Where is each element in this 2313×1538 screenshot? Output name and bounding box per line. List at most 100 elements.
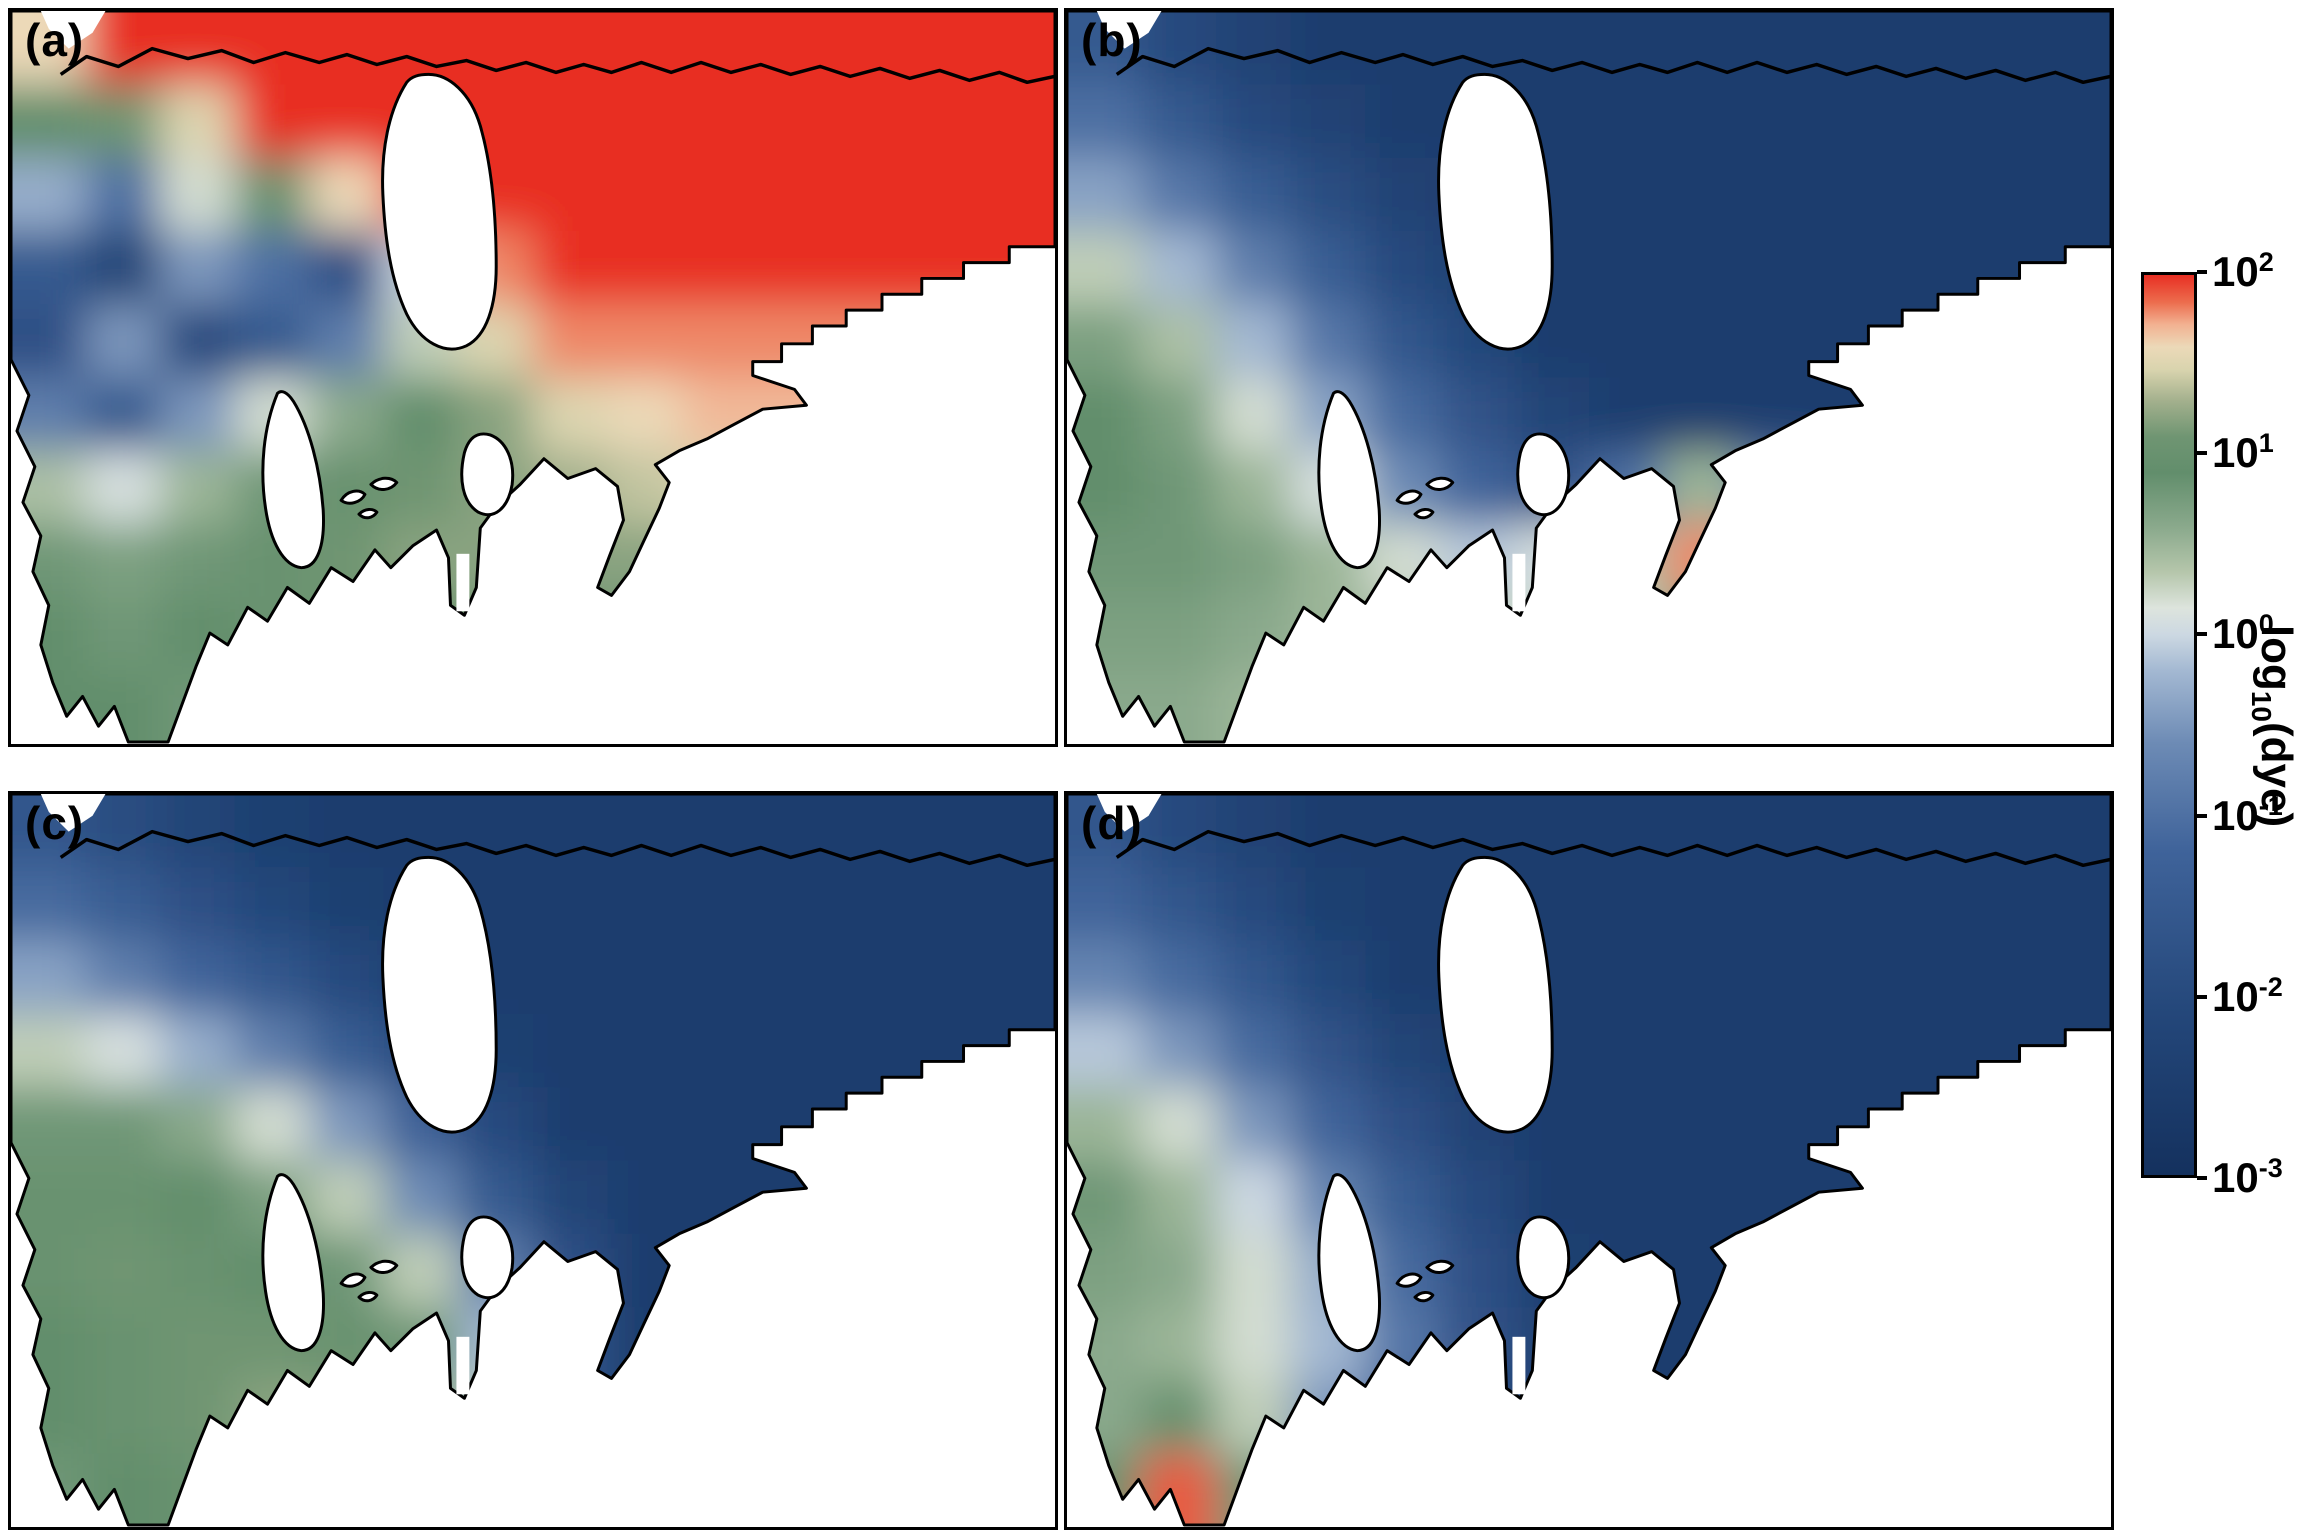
dye-cell: [2036, 230, 2111, 306]
panel-label-b: (b): [1081, 14, 1143, 66]
dye-cell: [905, 84, 982, 159]
colorbar: [2141, 272, 2197, 1178]
dye-cell: [85, 794, 162, 869]
dye-cell: [1216, 1087, 1292, 1162]
dye-cell: [607, 597, 684, 672]
dye-cell: [1738, 1307, 1814, 1382]
dye-cell: [1365, 670, 1441, 743]
dye-cell: [1812, 940, 1889, 1015]
dye-cell: [1589, 670, 1665, 743]
dye-field: [11, 794, 1055, 1526]
dye-cell: [1738, 1233, 1814, 1309]
dye-cell: [160, 157, 236, 232]
dye-cell: [1738, 867, 1814, 942]
dye-cell: [607, 1380, 684, 1455]
dye-cell: [160, 524, 236, 599]
dye-cell: [533, 1013, 609, 1089]
dye-cell: [1961, 157, 2038, 232]
dye-cell: [831, 1380, 907, 1455]
dye-cell: [1812, 1013, 1889, 1089]
dye-cell: [980, 524, 1055, 599]
dye-cell: [11, 524, 87, 599]
dye-cell: [1887, 1453, 1963, 1526]
dye-cell: [1738, 670, 1814, 743]
dye-cell: [1067, 157, 1143, 232]
dye-cell: [1663, 597, 1740, 672]
colorbar-tick-label: 10-2: [2212, 971, 2283, 1020]
dye-cell: [383, 794, 460, 869]
dye-cell: [2036, 304, 2111, 379]
dye-cell: [1663, 794, 1740, 869]
dye-cell: [1812, 867, 1889, 942]
dye-cell: [2036, 157, 2111, 232]
island: [369, 476, 399, 491]
dye-cell: [1439, 1233, 1516, 1309]
dye-cell: [831, 377, 907, 452]
dye-cell: [533, 1380, 609, 1455]
dye-cell: [160, 940, 236, 1015]
dye-cell: [11, 304, 87, 379]
dye-cell: [1812, 1307, 1889, 1382]
dye-cell: [1961, 867, 2038, 942]
dye-cell: [458, 794, 534, 869]
dye-cell: [1216, 377, 1292, 452]
dye-cell: [533, 1087, 609, 1162]
island: [261, 390, 325, 570]
dye-cell: [980, 1013, 1055, 1089]
island: [1317, 1173, 1381, 1353]
land-gap: [1512, 553, 1526, 612]
dye-cell: [1812, 1380, 1889, 1455]
dye-cell: [682, 1087, 758, 1162]
dye-cell: [1812, 304, 1889, 379]
dye-cell: [980, 1380, 1055, 1455]
dye-cell: [756, 1453, 833, 1526]
dye-cell: [980, 867, 1055, 942]
dye-cell: [234, 1087, 311, 1162]
dye-cell: [85, 11, 162, 86]
dye-cell: [1812, 670, 1889, 743]
dye-cell: [607, 377, 684, 452]
dye-cell: [160, 867, 236, 942]
dye-cell: [1961, 524, 2038, 599]
coastline-outline: [11, 794, 1055, 1527]
dye-cell: [2036, 1087, 2111, 1162]
dye-cell: [1141, 1233, 1218, 1309]
dye-cell: [756, 1380, 833, 1455]
dye-cell: [533, 670, 609, 743]
dye-cell: [1738, 1087, 1814, 1162]
dye-cell: [2036, 1453, 2111, 1526]
dye-cell: [11, 867, 87, 942]
dye-cell: [1738, 377, 1814, 452]
dye-cell: [1812, 1233, 1889, 1309]
dye-cell: [1141, 230, 1218, 306]
colorbar-tick-mark: [2197, 270, 2207, 274]
dye-cell: [160, 1233, 236, 1309]
dye-cell: [1738, 597, 1814, 672]
dye-cell: [1961, 940, 2038, 1015]
dye-cell: [234, 1013, 311, 1089]
coastline-outline: [11, 11, 1055, 744]
dye-cell: [980, 304, 1055, 379]
dye-cell: [533, 1233, 609, 1309]
corner-notch: [1096, 11, 1162, 49]
colorbar-tick-mark: [2197, 1176, 2207, 1180]
dye-cell: [1589, 84, 1665, 159]
dye-cell: [905, 1087, 982, 1162]
dye-cell: [1439, 794, 1516, 869]
dye-cell: [1663, 377, 1740, 452]
dye-cell: [1365, 867, 1441, 942]
island: [1437, 855, 1554, 1134]
dye-cell: [533, 157, 609, 232]
dye-cell: [11, 1307, 87, 1382]
island: [381, 72, 498, 351]
dye-cell: [1216, 1307, 1292, 1382]
dye-cell: [1738, 1013, 1814, 1089]
panel-c: (c): [8, 791, 1058, 1530]
land-gap: [1512, 1336, 1526, 1395]
dye-cell: [1365, 1453, 1441, 1526]
panel-d: (d): [1064, 791, 2114, 1530]
dye-cell: [682, 450, 758, 526]
dye-cell: [1365, 1160, 1441, 1235]
dye-cell: [831, 524, 907, 599]
dye-cell: [905, 377, 982, 452]
